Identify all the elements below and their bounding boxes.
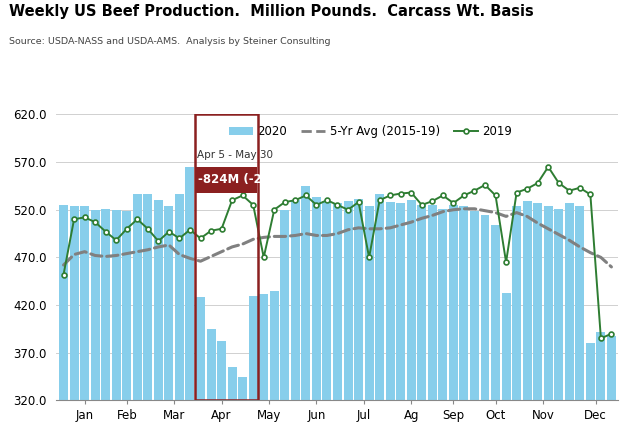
Bar (301, 186, 310, 440)
Bar (512, 206, 521, 440)
Bar (249, 296, 258, 440)
Bar (80, 206, 89, 440)
Bar (502, 293, 510, 440)
Bar (491, 225, 500, 440)
Bar (554, 209, 563, 440)
Bar (238, 377, 247, 440)
Bar (164, 206, 173, 440)
Bar (607, 336, 616, 440)
Bar (196, 297, 205, 440)
Text: Weekly US Beef Production.  Million Pounds.  Carcass Wt. Basis: Weekly US Beef Production. Million Pound… (9, 4, 534, 19)
Bar (312, 198, 321, 440)
Bar (207, 329, 215, 440)
Bar (323, 201, 331, 440)
Bar (449, 205, 458, 440)
Text: Apr 5 - May 30: Apr 5 - May 30 (197, 150, 273, 160)
Bar (544, 206, 553, 440)
Bar (354, 199, 363, 440)
Bar (533, 203, 542, 440)
Bar (333, 203, 342, 440)
Bar (396, 203, 405, 440)
Bar (428, 205, 437, 440)
Bar (195, 114, 258, 400)
Bar (480, 215, 489, 440)
Bar (470, 211, 479, 440)
Bar (407, 200, 416, 440)
Text: -824M (-20%): -824M (-20%) (198, 173, 287, 186)
Bar (133, 194, 142, 440)
Bar (59, 205, 68, 440)
Bar (597, 332, 605, 440)
Bar (575, 206, 584, 440)
Bar (195, 167, 258, 193)
Bar (175, 194, 184, 440)
Text: Source: USDA-NASS and USDA-AMS.  Analysis by Steiner Consulting: Source: USDA-NASS and USDA-AMS. Analysis… (9, 37, 331, 46)
Bar (122, 211, 131, 440)
Bar (228, 367, 236, 440)
Bar (280, 210, 290, 440)
Bar (101, 209, 110, 440)
Bar (375, 194, 384, 440)
Bar (259, 293, 268, 440)
Bar (144, 194, 152, 440)
Bar (344, 201, 353, 440)
Bar (270, 291, 279, 440)
Bar (459, 206, 469, 440)
Bar (417, 205, 426, 440)
Bar (112, 210, 120, 440)
Bar (439, 209, 447, 440)
Bar (217, 341, 226, 440)
Bar (90, 210, 100, 440)
Bar (154, 200, 163, 440)
Bar (70, 206, 79, 440)
Bar (364, 206, 374, 440)
Bar (523, 201, 532, 440)
Legend: 2020, 5-Yr Avg (2015-19), 2019: 2020, 5-Yr Avg (2015-19), 2019 (225, 120, 517, 143)
Bar (565, 203, 574, 440)
Bar (386, 202, 394, 440)
Bar (586, 343, 595, 440)
Bar (185, 167, 195, 440)
Bar (291, 200, 300, 440)
